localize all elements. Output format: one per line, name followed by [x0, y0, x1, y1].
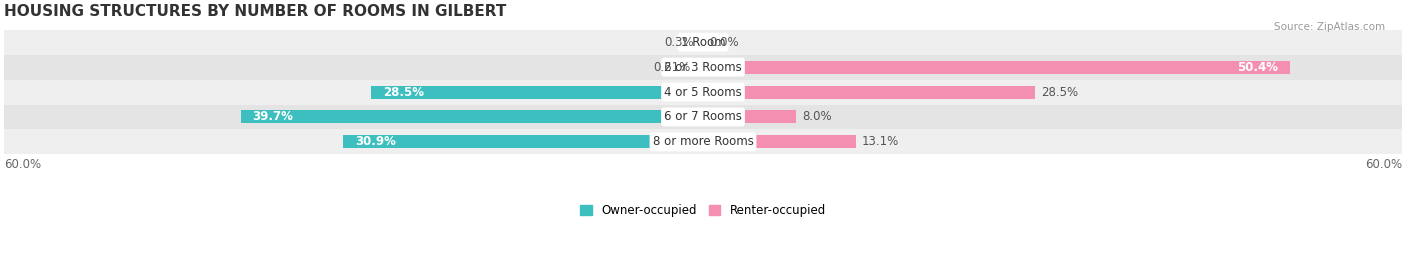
- Text: 0.3%: 0.3%: [664, 36, 693, 49]
- Bar: [700, 36, 703, 49]
- Text: 30.9%: 30.9%: [354, 135, 395, 148]
- Bar: [240, 111, 703, 123]
- Bar: [703, 86, 1035, 98]
- Text: 28.5%: 28.5%: [382, 86, 423, 98]
- Text: 2 or 3 Rooms: 2 or 3 Rooms: [664, 61, 742, 74]
- Text: Source: ZipAtlas.com: Source: ZipAtlas.com: [1274, 22, 1385, 31]
- Bar: [703, 135, 856, 148]
- Text: 8 or more Rooms: 8 or more Rooms: [652, 135, 754, 148]
- Text: HOUSING STRUCTURES BY NUMBER OF ROOMS IN GILBERT: HOUSING STRUCTURES BY NUMBER OF ROOMS IN…: [4, 4, 506, 19]
- Bar: [4, 30, 1402, 55]
- Bar: [703, 111, 796, 123]
- Text: 60.0%: 60.0%: [4, 158, 41, 171]
- Text: 50.4%: 50.4%: [1237, 61, 1278, 74]
- Text: 28.5%: 28.5%: [1040, 86, 1078, 98]
- Bar: [4, 129, 1402, 154]
- Text: 6 or 7 Rooms: 6 or 7 Rooms: [664, 111, 742, 123]
- Text: 0.0%: 0.0%: [709, 36, 738, 49]
- Bar: [4, 104, 1402, 129]
- Text: 39.7%: 39.7%: [252, 111, 292, 123]
- Text: 0.61%: 0.61%: [652, 61, 690, 74]
- Bar: [4, 80, 1402, 104]
- Legend: Owner-occupied, Renter-occupied: Owner-occupied, Renter-occupied: [575, 200, 831, 222]
- Bar: [4, 55, 1402, 80]
- Bar: [343, 135, 703, 148]
- Bar: [696, 61, 703, 74]
- Text: 4 or 5 Rooms: 4 or 5 Rooms: [664, 86, 742, 98]
- Bar: [703, 61, 1291, 74]
- Text: 1 Room: 1 Room: [681, 36, 725, 49]
- Text: 60.0%: 60.0%: [1365, 158, 1402, 171]
- Text: 13.1%: 13.1%: [862, 135, 898, 148]
- Bar: [371, 86, 703, 98]
- Text: 8.0%: 8.0%: [801, 111, 831, 123]
